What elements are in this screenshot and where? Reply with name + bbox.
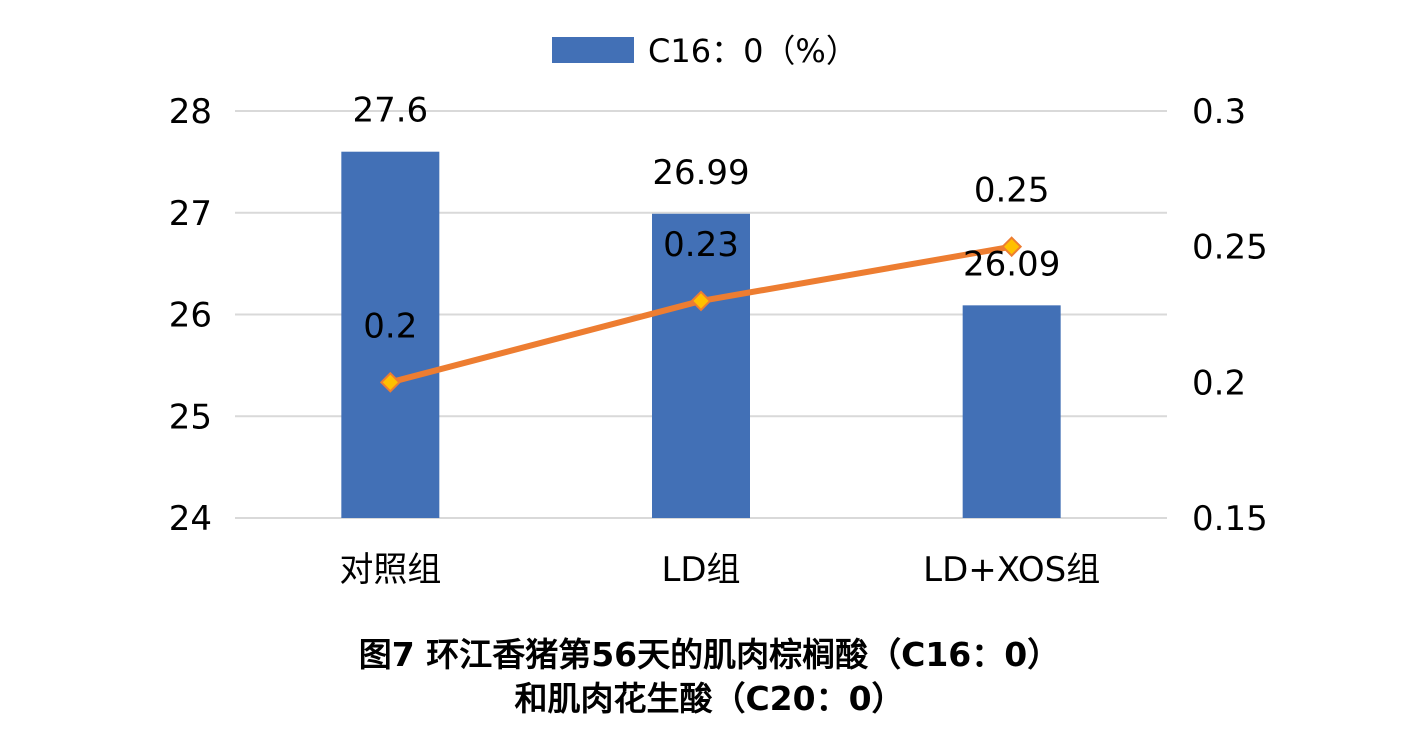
- y-left-tick-label: 25: [169, 397, 212, 437]
- line-data-label: 0.23: [663, 225, 739, 265]
- combo-chart: 27.6 26.99 26.09 0.2 0.23 0.25 24 25 26 27 28 0.1…: [169, 32, 1268, 590]
- y-left-tick-label: 27: [169, 194, 212, 234]
- data-labels: 27.6 26.99 26.09 0.2 0.23 0.25: [352, 91, 1060, 347]
- x-category-label: LD组: [661, 550, 740, 590]
- bar: [341, 151, 440, 518]
- bar-data-label: 26.99: [652, 153, 749, 193]
- line-point-marker: [1001, 236, 1023, 258]
- legend-label-bar: C16：0（%）: [648, 32, 858, 70]
- y-right-tick-label: 0.2: [1192, 363, 1246, 403]
- bar-data-label: 27.6: [352, 91, 428, 131]
- bar: [962, 305, 1061, 518]
- bar: [652, 213, 750, 518]
- legend: C16：0（%）: [552, 32, 858, 70]
- legend-swatch-bar: [552, 37, 634, 63]
- bar-series: [341, 151, 1061, 518]
- y-right-tick-label: 0.25: [1192, 228, 1268, 268]
- y-left-tick-label: 28: [169, 92, 212, 132]
- line-point-marker: [690, 290, 712, 312]
- y-axis-left: 24 25 26 27 28: [169, 92, 212, 539]
- chart-title-line-2: 和肌肉花生酸（C20：0）: [514, 679, 905, 718]
- y-right-tick-label: 0.15: [1192, 499, 1268, 539]
- bar-data-label: 26.09: [963, 244, 1060, 284]
- line-series: [379, 236, 1023, 393]
- x-axis-categories: 对照组 LD组 LD+XOS组: [339, 550, 1100, 590]
- x-category-label: LD+XOS组: [923, 550, 1100, 590]
- y-axis-right: 0.15 0.2 0.25 0.3: [1192, 92, 1268, 539]
- chart-title-line-1: 图7 环江香猪第56天的肌肉棕榈酸（C16：0）: [358, 635, 1061, 674]
- y-left-tick-label: 24: [169, 499, 212, 539]
- line-data-label: 0.25: [974, 171, 1050, 211]
- y-right-tick-label: 0.3: [1192, 92, 1246, 132]
- line-data-label: 0.2: [363, 306, 417, 346]
- line-point-marker: [379, 371, 401, 393]
- y-left-tick-label: 26: [169, 296, 212, 336]
- x-category-label: 对照组: [339, 550, 441, 590]
